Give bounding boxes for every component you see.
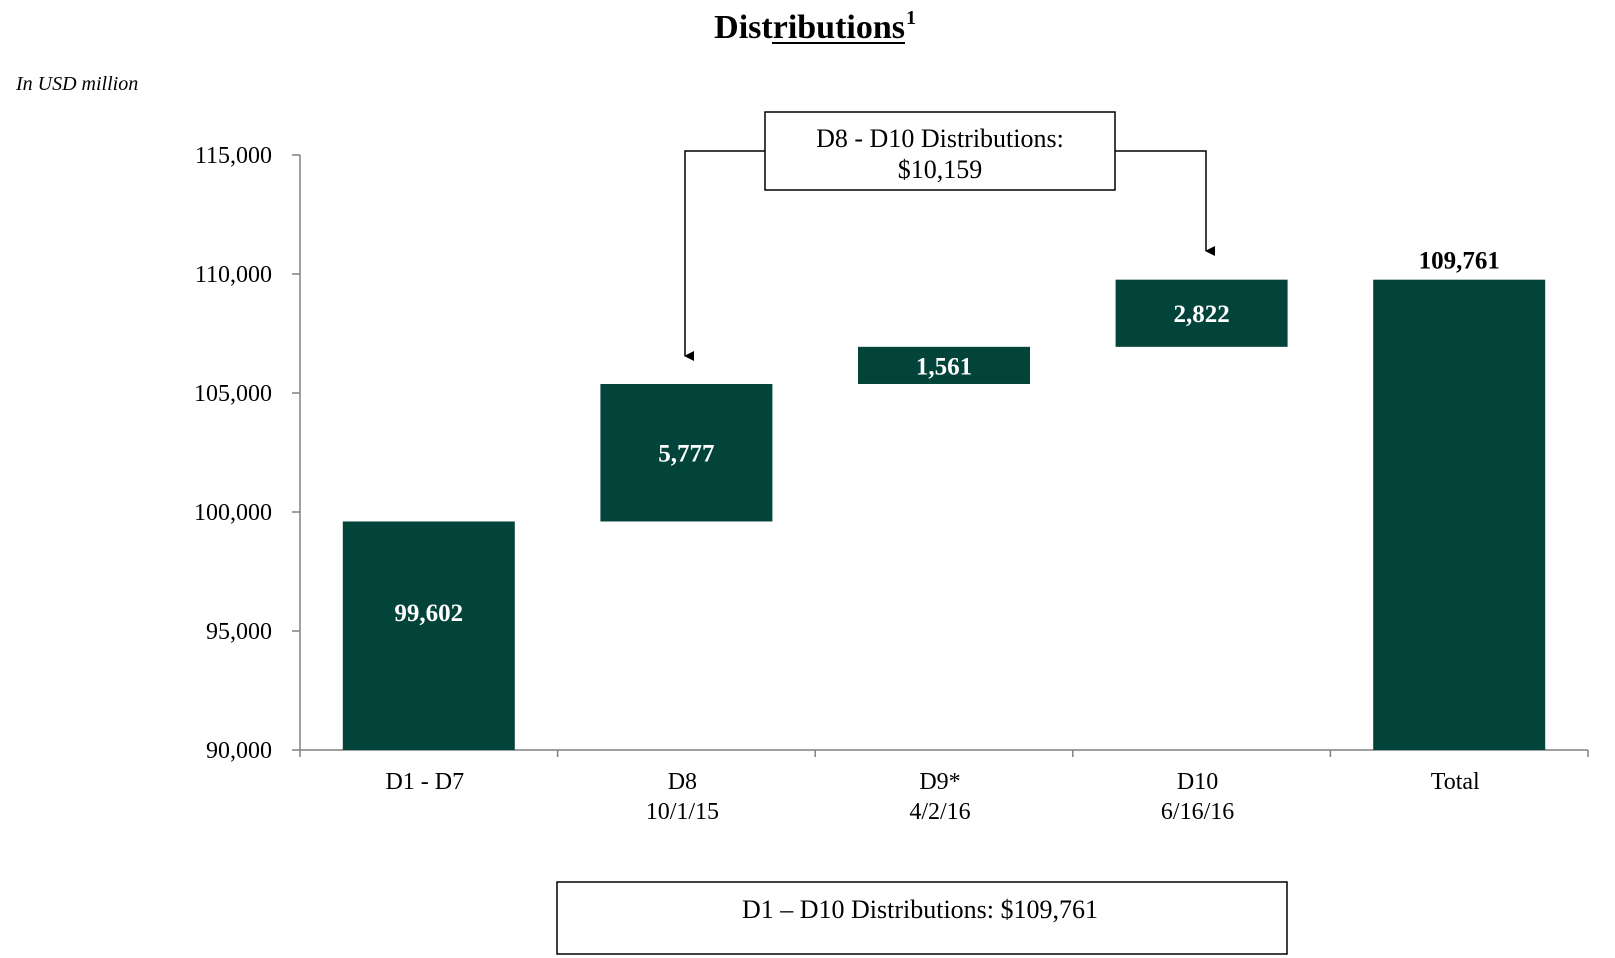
bar bbox=[858, 346, 1030, 384]
y-axis: 90,000 95,000 100,000 105,000 110,000 115,000 bbox=[194, 143, 300, 764]
x-tick-label: D10 bbox=[1177, 769, 1218, 795]
y-tick-label: 115,000 bbox=[195, 143, 272, 169]
top-annotation-line1: D8 - D10 Distributions: bbox=[816, 124, 1064, 153]
x-tick-date-label: 6/16/16 bbox=[1161, 799, 1234, 825]
y-tick-label: 90,000 bbox=[206, 738, 272, 764]
y-tick-label: 100,000 bbox=[194, 500, 272, 526]
bars-group: 99,602 5,777 1,561 2,822 109,761 bbox=[342, 248, 1546, 750]
bottom-annotation-box bbox=[556, 881, 1288, 955]
bar bbox=[342, 521, 515, 750]
top-annotation-line2: $10,159 bbox=[898, 155, 983, 184]
bar-data-label: 109,761 bbox=[1419, 248, 1500, 275]
y-tick-label: 110,000 bbox=[195, 262, 272, 288]
title-superscript: 1 bbox=[906, 7, 916, 29]
bar bbox=[600, 383, 773, 522]
chart-subtitle: In USD million bbox=[15, 73, 138, 95]
bar-data-label: 99,602 bbox=[394, 600, 463, 627]
bar-data-label: 2,822 bbox=[1173, 301, 1229, 328]
x-tick-label: D1 - D7 bbox=[385, 769, 464, 795]
chart-title: Distributions bbox=[714, 9, 905, 46]
x-tick-label: D9* bbox=[919, 769, 960, 795]
right-arrow bbox=[1115, 150, 1215, 256]
y-tick-label: 95,000 bbox=[206, 619, 272, 645]
bar bbox=[1373, 279, 1546, 750]
bar-data-label: 5,777 bbox=[658, 441, 714, 468]
y-tick-label: 105,000 bbox=[194, 381, 272, 407]
x-axis: D1 - D7 D8 10/1/15 D9* 4/2/16 D10 6/16/16 Total bbox=[299, 750, 1589, 825]
x-tick-label: Total bbox=[1431, 769, 1480, 795]
left-arrow bbox=[684, 150, 765, 361]
x-tick-date-label: 4/2/16 bbox=[909, 799, 970, 825]
bottom-annotation-text: D1 – D10 Distributions: $109,761 bbox=[742, 895, 1098, 924]
x-tick-label: D8 bbox=[668, 769, 697, 795]
bar-data-label: 1,561 bbox=[916, 353, 972, 380]
x-tick-date-label: 10/1/15 bbox=[646, 799, 719, 825]
top-annotation-box bbox=[764, 111, 1116, 191]
bar bbox=[1115, 279, 1288, 347]
